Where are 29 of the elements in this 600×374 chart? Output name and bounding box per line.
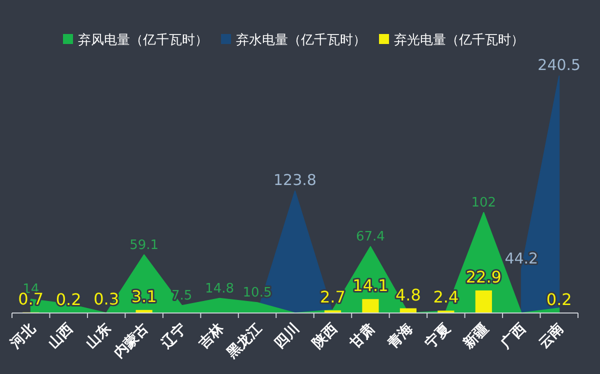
x-tick-label: 山西 <box>45 320 76 352</box>
data-label: 14.8 <box>205 281 234 296</box>
data-label: 3.1 <box>131 286 157 306</box>
data-label: 22.9 <box>466 267 502 286</box>
legend-label: 弃水电量（亿千瓦时） <box>236 32 366 48</box>
data-label: 10.5 <box>242 286 272 301</box>
x-tick-label: 新疆 <box>458 320 492 352</box>
x-tick-label: 黑龙江 <box>223 320 266 362</box>
legend-label: 弃光电量（亿千瓦时） <box>394 32 524 48</box>
data-label: 240.5 <box>538 56 581 74</box>
x-tick-label: 河北 <box>6 320 40 352</box>
data-label: 14.1 <box>352 276 388 296</box>
x-tick-label: 宁夏 <box>422 320 454 352</box>
x-tick-label: 青海 <box>384 320 416 352</box>
x-tick-label: 辽宁 <box>157 320 190 352</box>
x-tick-label: 陕西 <box>309 320 341 352</box>
data-label: 0.2 <box>546 290 572 309</box>
data-label: 67.4 <box>356 230 385 245</box>
x-tick-label: 甘肃 <box>346 320 378 352</box>
data-label: 59.1 <box>130 238 159 253</box>
x-tick-label: 四川 <box>272 320 303 352</box>
data-label: 123.8 <box>274 171 316 189</box>
data-label: 0.2 <box>56 290 82 309</box>
data-label: 44.2 <box>504 249 538 268</box>
data-label: 102 <box>471 195 496 210</box>
legend-label: 弃风电量（亿千瓦时） <box>78 32 208 48</box>
data-label: 2.7 <box>320 287 346 306</box>
x-tick-label: 云南 <box>536 320 567 352</box>
x-tick-label: 广西 <box>496 320 530 352</box>
